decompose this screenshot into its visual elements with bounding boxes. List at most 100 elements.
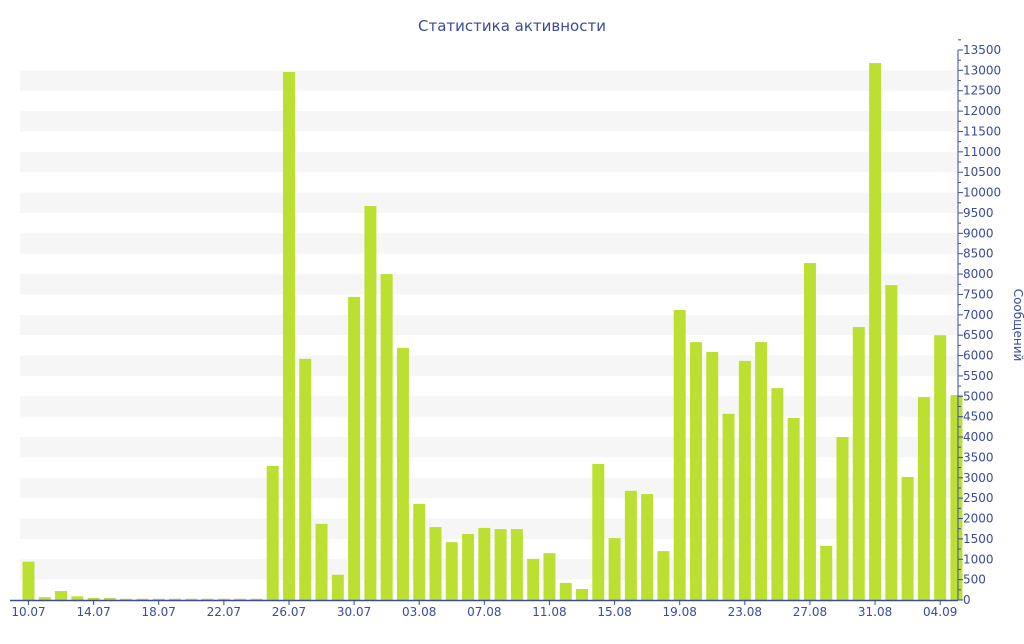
y-tick-label: 1000 <box>963 552 994 566</box>
x-tick-label: 31.08 <box>858 605 892 619</box>
bar-26.07 <box>282 72 295 600</box>
bar-15.08 <box>608 538 621 600</box>
bar-25.07 <box>266 465 279 600</box>
y-axis: 0 500 1000 1500 2000 2500 3000 3500 4000 4500 5000… <box>957 39 1001 607</box>
bars <box>22 63 963 600</box>
bar-23.08 <box>738 360 751 600</box>
y-tick-label: 12500 <box>963 84 1001 98</box>
grid-band <box>20 111 958 132</box>
bar-08.08 <box>494 529 507 600</box>
bar-12.07 <box>55 591 68 600</box>
y-tick-label: 9000 <box>963 226 994 240</box>
bar-22.07 <box>217 598 230 600</box>
x-tick-label: 15.08 <box>597 605 631 619</box>
bar-30.07 <box>348 296 361 600</box>
bar-03.08 <box>413 503 426 600</box>
y-tick-label: 2000 <box>963 512 994 526</box>
grid-band <box>20 314 958 336</box>
grid-band <box>20 70 958 91</box>
y-tick-label: 11500 <box>963 124 1001 138</box>
bar-01.09 <box>885 285 898 600</box>
bar-28.07 <box>315 523 328 600</box>
bar-19.08 <box>673 309 686 600</box>
bar-21.07 <box>201 598 214 600</box>
bar-24.07 <box>250 598 263 600</box>
bar-29.07 <box>331 574 344 600</box>
grid-band <box>20 396 958 417</box>
bar-16.07 <box>120 598 133 600</box>
x-tick-label: 11.08 <box>532 605 566 619</box>
bar-11.08 <box>543 553 556 600</box>
x-tick-label: 23.08 <box>728 605 762 619</box>
bar-09.08 <box>510 529 523 600</box>
bar-30.08 <box>852 327 865 600</box>
bar-02.08 <box>396 347 409 600</box>
y-tick-label: 0 <box>963 593 971 607</box>
y-tick-label: 1500 <box>963 532 994 546</box>
y-tick-label: 9500 <box>963 206 994 220</box>
grid-band <box>20 233 958 254</box>
y-tick-label: 2500 <box>963 491 994 505</box>
bar-11.07 <box>38 597 51 600</box>
bar-24.08 <box>755 342 768 600</box>
bar-31.07 <box>364 206 377 600</box>
bar-14.07 <box>87 597 100 600</box>
bar-17.07 <box>136 598 149 600</box>
chart-title: Статистика активности <box>418 17 606 35</box>
x-axis: 10.07 14.07 18.07 22.07 26.07 30.07 03.08 07.08… <box>10 599 958 619</box>
grid-band <box>20 151 958 173</box>
x-tick-label: 27.08 <box>793 605 827 619</box>
bar-10.07 <box>22 561 35 600</box>
grid-band <box>20 274 958 295</box>
bar-27.07 <box>299 358 312 600</box>
bar-28.08 <box>820 545 833 600</box>
bar-12.08 <box>559 582 572 600</box>
bar-20.08 <box>689 342 702 600</box>
grid-band <box>20 477 958 499</box>
bar-14.08 <box>592 463 605 600</box>
y-axis-label: Сообщений <box>1011 289 1024 362</box>
y-tick-label: 10000 <box>963 186 1001 200</box>
y-tick-label: 10500 <box>963 165 1001 179</box>
bar-03.09 <box>917 397 930 600</box>
bar-25.08 <box>771 388 784 600</box>
y-tick-label: 12000 <box>963 104 1001 118</box>
grid-band <box>20 437 958 458</box>
y-tick-label: 8500 <box>963 247 994 261</box>
bar-21.08 <box>706 351 719 600</box>
y-tick-label: 11000 <box>963 145 1001 159</box>
bar-10.08 <box>527 558 540 600</box>
x-tick-label: 14.07 <box>76 605 110 619</box>
y-tick-label: 6500 <box>963 328 994 342</box>
bar-16.08 <box>624 490 637 600</box>
y-tick-label: 5500 <box>963 369 994 383</box>
y-tick-label: 500 <box>963 573 986 587</box>
bar-26.08 <box>787 417 800 600</box>
bar-06.08 <box>462 534 475 600</box>
bar-27.08 <box>803 263 816 600</box>
grid-band <box>20 355 958 376</box>
bar-19.07 <box>169 598 182 600</box>
bar-04.09 <box>934 335 947 600</box>
bar-01.08 <box>380 274 393 600</box>
y-tick-label: 13000 <box>963 63 1001 77</box>
x-tick-label: 30.07 <box>337 605 371 619</box>
bar-05.08 <box>445 542 458 600</box>
y-tick-label: 5000 <box>963 389 994 403</box>
y-tick-label: 4500 <box>963 410 994 424</box>
bar-13.07 <box>71 596 84 600</box>
grid-bands <box>20 70 958 580</box>
y-tick-label: 6000 <box>963 349 994 363</box>
bar-07.08 <box>478 527 491 600</box>
bar-04.08 <box>429 527 442 600</box>
x-tick-label: 19.08 <box>663 605 697 619</box>
y-tick-label: 8000 <box>963 267 994 281</box>
bar-23.07 <box>234 598 247 600</box>
bar-22.08 <box>722 413 735 600</box>
x-tick-label: 26.07 <box>272 605 306 619</box>
bar-20.07 <box>185 598 198 600</box>
x-tick-label: 03.08 <box>402 605 436 619</box>
bar-18.07 <box>152 598 165 600</box>
x-tick-label: 18.07 <box>142 605 176 619</box>
